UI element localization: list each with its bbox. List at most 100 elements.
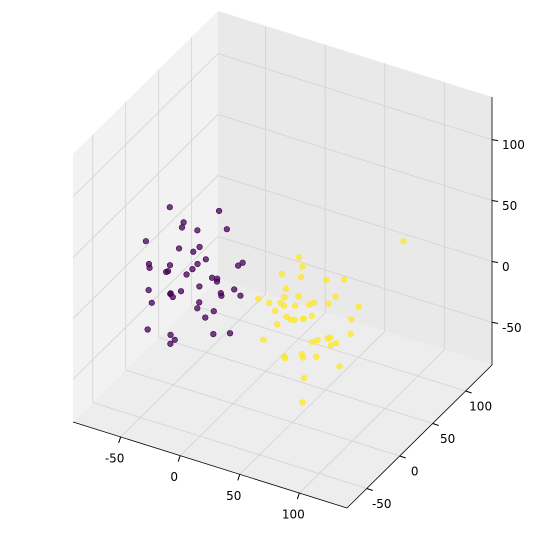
z-tick-label: 100 [502,138,525,152]
y-tick-label: 50 [440,432,455,446]
tick-mark [491,260,499,263]
grid-line [158,337,433,424]
point [194,305,201,312]
grid-line [217,235,493,323]
point [314,336,321,344]
floor-pane [73,279,492,508]
point [166,262,174,269]
point [260,336,267,343]
point [167,331,174,338]
point [167,340,174,347]
x-axis [72,421,348,509]
grid-line [217,114,493,201]
point [215,207,223,215]
point [196,243,203,251]
point [309,338,316,346]
z-tick-label: -50 [502,321,522,335]
point [217,290,224,297]
point [189,266,196,273]
point [266,299,273,307]
point [214,275,221,282]
point [196,283,203,290]
point [296,254,303,261]
x-tick-label: -50 [105,451,125,465]
point [196,299,203,306]
point [282,285,290,292]
grid-line [299,349,445,494]
point [145,287,152,294]
tick-mark [432,423,439,426]
point [323,276,330,284]
point [208,274,216,281]
point [194,227,201,234]
point [299,263,306,270]
point [274,321,281,328]
point [235,262,242,269]
tick-mark [366,488,373,491]
point [313,353,320,360]
y-tick-label: 0 [411,465,419,479]
grid-line [239,331,386,475]
grid-line [191,304,466,392]
point [146,264,153,271]
grid-line [120,293,266,438]
y-tick-label: -50 [372,497,392,511]
point [327,342,334,349]
point [298,273,305,281]
tick-mark [296,492,300,500]
point [300,315,307,322]
point [226,330,234,337]
point [180,219,187,226]
grid-line [125,369,400,457]
point [194,260,201,268]
grid-line [217,175,493,262]
grid-line [72,236,219,380]
grid-line [72,175,219,319]
point [202,256,209,263]
x-tick-label: 100 [282,508,305,522]
point [166,204,173,211]
point [255,295,262,303]
z-tick-label: 50 [502,199,517,213]
point [327,334,334,341]
point [300,354,307,361]
point [178,224,186,231]
tick-mark [399,455,406,459]
left-pane [73,11,218,422]
x-tick-label: 0 [170,470,178,484]
y-axis [346,364,493,509]
x-tick-label: 50 [226,489,241,503]
grid-line [179,312,326,456]
grid-line [72,53,219,197]
point [400,238,407,245]
point [210,331,217,338]
tick-mark [118,436,122,444]
point [202,314,209,321]
point [163,268,170,276]
point [183,271,190,278]
point [223,226,230,233]
point [348,316,355,323]
point [340,276,348,283]
point [355,303,362,310]
tick-mark [237,474,241,481]
back-pane [218,11,492,365]
point [300,374,308,382]
point [278,270,285,278]
point [281,294,288,301]
point [332,293,339,300]
point [239,259,246,266]
point [280,302,287,309]
point [280,353,288,360]
point [148,299,155,306]
z-tick-label: 0 [502,260,510,274]
tick-mark [491,139,499,142]
point [347,330,354,338]
point [237,292,244,299]
point [177,288,185,295]
point [231,286,238,293]
point [310,299,317,306]
point [308,312,315,319]
tick-mark [491,200,499,203]
